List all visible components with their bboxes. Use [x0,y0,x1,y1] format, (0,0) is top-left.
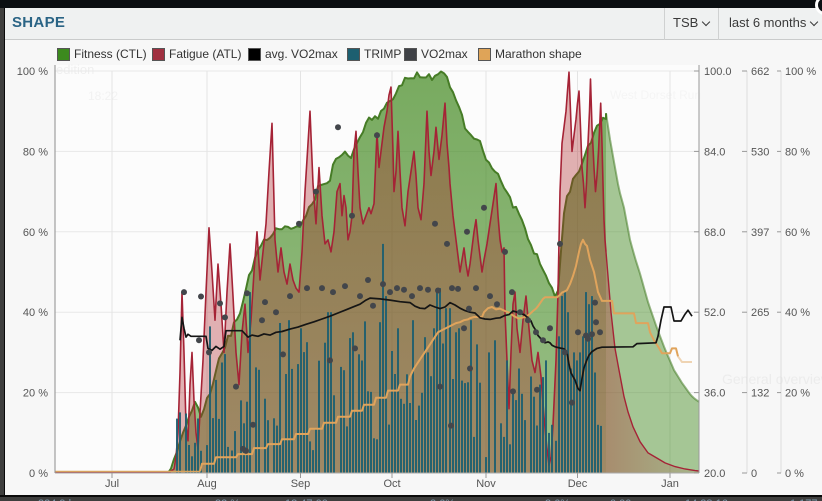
svg-text:0 %: 0 % [785,468,804,480]
svg-text:Nov: Nov [476,478,496,490]
svg-text:265: 265 [751,307,769,319]
svg-text:edition: edition [56,62,94,77]
svg-text:0: 0 [751,468,757,480]
svg-text:18:22: 18:22 [88,89,118,103]
svg-text:100.0: 100.0 [704,66,732,78]
svg-text:Jan: Jan [661,478,679,490]
svg-text:36.0: 36.0 [704,388,725,400]
svg-text:40 %: 40 % [23,307,48,319]
svg-text:20 %: 20 % [785,388,810,400]
svg-text:Oct: Oct [383,478,400,490]
svg-text:60 %: 60 % [23,227,48,239]
svg-text:60 %: 60 % [785,227,810,239]
svg-text:Jul: Jul [105,478,119,490]
svg-text:0 %: 0 % [29,468,48,480]
svg-text:100 %: 100 % [17,66,48,78]
svg-text:40 %: 40 % [785,307,810,319]
svg-text:20 %: 20 % [23,388,48,400]
svg-text:662: 662 [751,66,769,78]
svg-text:Dec: Dec [568,478,588,490]
svg-text:132: 132 [751,388,769,400]
svg-text:397: 397 [751,227,769,239]
svg-text:General overview: General overview [722,371,822,387]
svg-text:68.0: 68.0 [704,227,725,239]
svg-text:Sep: Sep [291,478,311,490]
svg-text:West Dorset Run: West Dorset Run [610,88,701,102]
svg-text:84.0: 84.0 [704,146,725,158]
svg-text:52.0: 52.0 [704,307,725,319]
svg-text:80 %: 80 % [23,146,48,158]
svg-text:20.0: 20.0 [704,468,725,480]
svg-text:530: 530 [751,146,769,158]
svg-text:100 %: 100 % [785,66,816,78]
svg-text:80 %: 80 % [785,146,810,158]
svg-text:Aug: Aug [197,478,217,490]
